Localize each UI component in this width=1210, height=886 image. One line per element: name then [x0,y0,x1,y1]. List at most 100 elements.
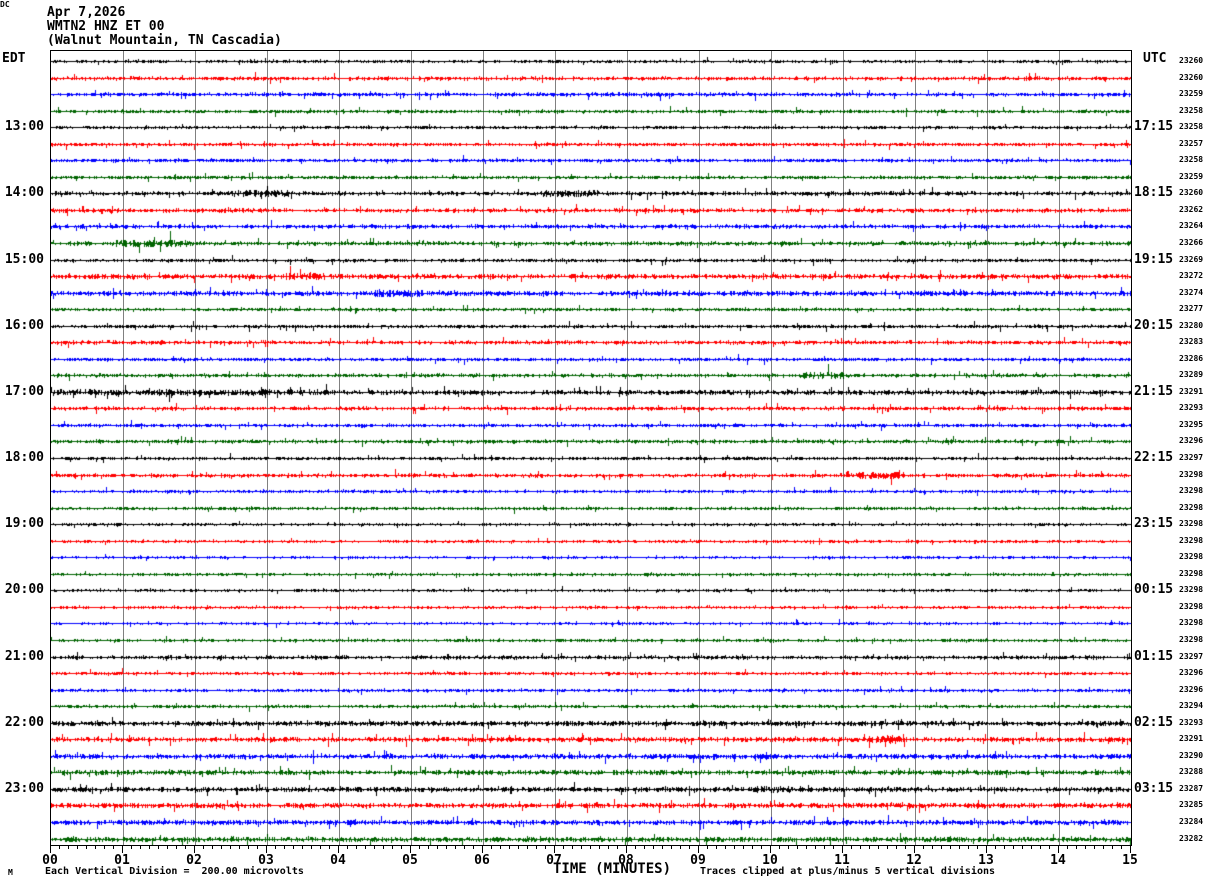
major-tick [338,845,339,853]
minor-tick [446,845,447,849]
station-title: WMTN2 HNZ ET 00 [47,19,165,34]
minute-label-10: 10 [762,853,778,868]
edt-label-19-00: 19:00 [4,516,44,532]
utc-label-01-15: 01:15 [1134,648,1174,664]
dc-value-row-32: 23298 [1179,585,1204,595]
major-tick [698,845,699,853]
dc-value-row-36: 23297 [1179,651,1204,661]
minor-tick [185,845,186,849]
minor-tick [905,845,906,849]
dc-value-row-29: 23298 [1179,535,1204,545]
minor-tick [608,845,609,849]
minute-label-12: 12 [906,853,922,868]
minor-tick [428,845,429,849]
edt-label-23-00: 23:00 [4,780,44,796]
minor-tick [77,845,78,849]
corner-glyph: M [8,868,13,877]
utc-label-00-15: 00:15 [1134,582,1174,598]
dc-value-row-11: 23266 [1179,237,1204,247]
minor-tick [320,845,321,849]
dc-value-row-7: 23259 [1179,171,1204,181]
edt-label-14-00: 14:00 [4,185,44,201]
major-tick [554,845,555,853]
minor-tick [599,845,600,849]
minor-tick [788,845,789,849]
major-tick [770,845,771,853]
minute-label-09: 09 [690,853,706,868]
dc-value-row-37: 23296 [1179,668,1204,678]
minor-tick [635,845,636,849]
minor-tick [392,845,393,849]
minor-tick [230,845,231,849]
edt-label-20-00: 20:00 [4,582,44,598]
minor-tick [383,845,384,849]
minor-tick [455,845,456,849]
minute-label-06: 06 [474,853,490,868]
major-tick [482,845,483,853]
major-tick [914,845,915,853]
minor-tick [887,845,888,849]
minor-tick [167,845,168,849]
minor-tick [68,845,69,849]
major-tick [1058,845,1059,853]
minor-tick [86,845,87,849]
right-axis-timezone-label: UTC [1143,51,1167,66]
minor-tick [743,845,744,849]
minor-tick [545,845,546,849]
minor-tick [311,845,312,849]
minor-tick [473,845,474,849]
minor-tick [1112,845,1113,849]
dc-value-row-0: 23260 [1179,56,1204,65]
minor-tick [725,845,726,849]
dc-value-row-47: 23282 [1179,833,1204,843]
minor-tick [752,845,753,849]
dc-value-row-15: 23277 [1179,304,1204,314]
dc-value-row-17: 23283 [1179,337,1204,347]
minor-tick [275,845,276,849]
location-title: (Walnut Mountain, TN Cascadia) [47,33,282,48]
dc-value-row-14: 23274 [1179,287,1204,297]
utc-label-21-15: 21:15 [1134,383,1174,399]
minor-tick [860,845,861,849]
minute-label-04: 04 [330,853,346,868]
minor-tick [851,845,852,849]
major-tick [626,845,627,853]
left-axis-timezone-label: EDT [2,51,26,66]
minor-tick [959,845,960,849]
minor-tick [644,845,645,849]
edt-label-15-00: 15:00 [4,251,44,267]
minute-label-00: 00 [42,853,58,868]
minor-tick [464,845,465,849]
minor-tick [1049,845,1050,849]
minor-tick [734,845,735,849]
dc-value-row-19: 23289 [1179,370,1204,380]
minor-tick [104,845,105,849]
edt-label-13-00: 13:00 [4,119,44,135]
minor-tick [293,845,294,849]
minor-tick [1022,845,1023,849]
edt-label-16-00: 16:00 [4,317,44,333]
dc-value-row-41: 23291 [1179,734,1204,744]
minor-tick [149,845,150,849]
edt-label-17-00: 17:00 [4,383,44,399]
dc-value-row-13: 23272 [1179,271,1204,281]
major-tick [266,845,267,853]
dc-value-row-44: 23287 [1179,783,1204,793]
minute-label-15: 15 [1122,853,1138,868]
minor-tick [995,845,996,849]
minor-tick [779,845,780,849]
utc-label-03-15: 03:15 [1134,780,1174,796]
minor-tick [833,845,834,849]
seismic-trace-canvas [51,51,1131,845]
minor-tick [536,845,537,849]
minor-tick [140,845,141,849]
minor-tick [932,845,933,849]
edt-label-18-00: 18:00 [4,450,44,466]
dc-value-row-38: 23296 [1179,684,1204,694]
minor-tick [1004,845,1005,849]
minor-tick [707,845,708,849]
minor-tick [437,845,438,849]
minor-tick [824,845,825,849]
minor-tick [689,845,690,849]
